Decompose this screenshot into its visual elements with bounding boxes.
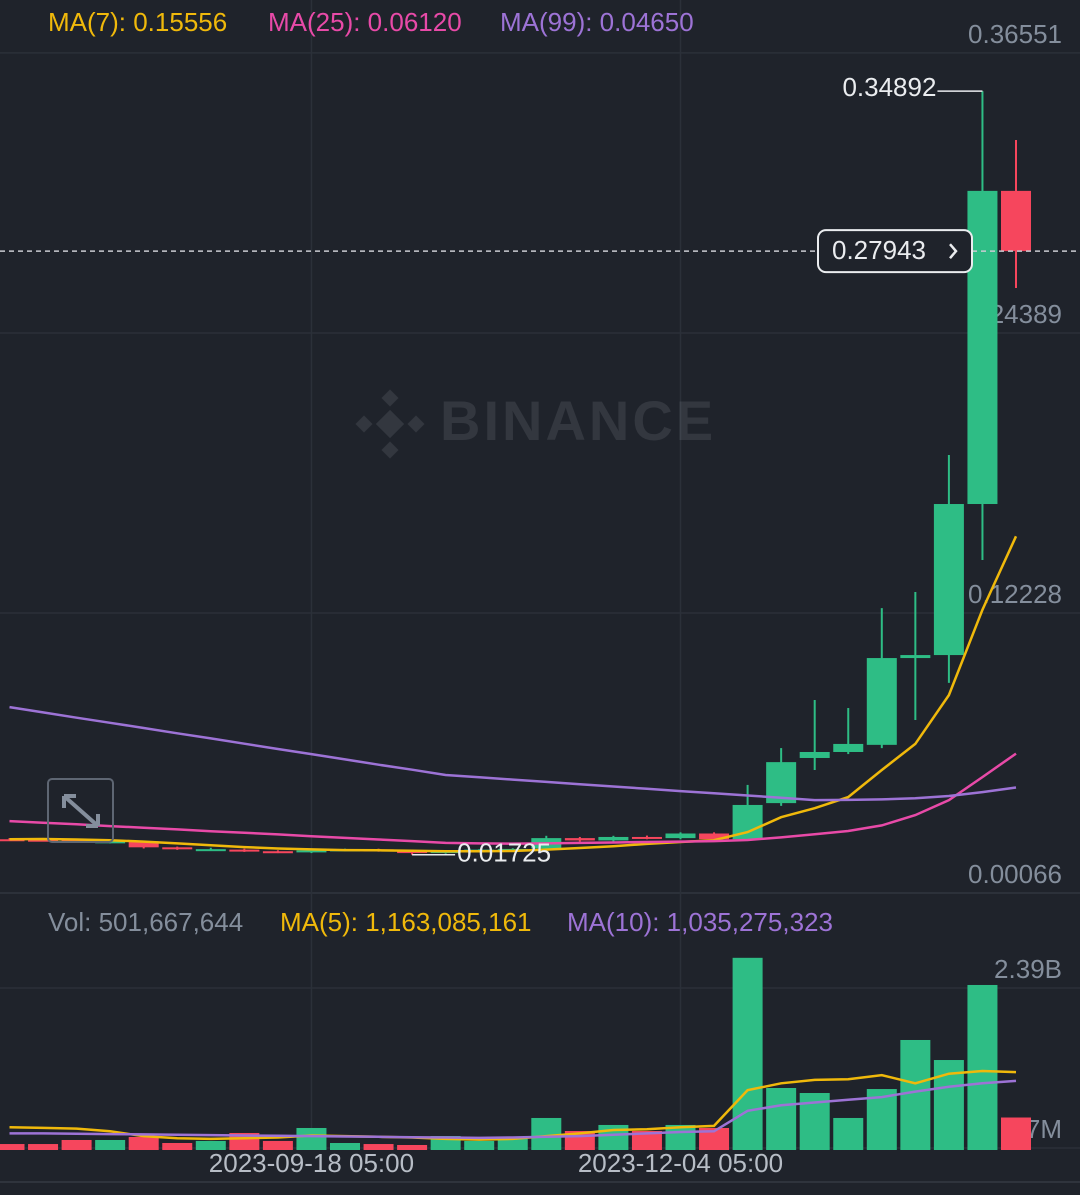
ma-line (9, 752, 1017, 845)
volume-bar (464, 1140, 495, 1150)
ma-legend: MA(25): 0.06120 (268, 7, 462, 37)
volume-bar (732, 957, 763, 1150)
volume-bar (397, 1144, 428, 1150)
ma-line (9, 1079, 1017, 1140)
volume-bar (900, 1039, 931, 1150)
ma-line (9, 535, 1018, 853)
volume-legend: MA(10): 1,035,275,323 (567, 907, 833, 937)
volume-bar (665, 1124, 696, 1150)
volume-bar (195, 1140, 226, 1150)
candle-body (665, 833, 696, 839)
candle-body (564, 838, 595, 841)
candle-body (900, 655, 931, 659)
volume-legend: MA(5): 1,163,085,161 (280, 907, 532, 937)
expand-icon[interactable] (62, 794, 100, 828)
last-price-badge[interactable]: 0.27943 (817, 229, 973, 274)
watermark-text: BINANCE (440, 389, 716, 452)
volume-bar (766, 1087, 797, 1150)
candle-body (1001, 190, 1031, 252)
volume-bar (262, 1140, 293, 1150)
volume-bar (296, 1127, 327, 1150)
volume-bar (330, 1143, 360, 1150)
volume-bar (933, 1060, 964, 1150)
candle-body (833, 743, 864, 752)
candle-body (866, 658, 897, 745)
candle-body (262, 851, 293, 854)
volume-bar (0, 1144, 25, 1150)
candle-body (28, 839, 59, 842)
ma-line (9, 705, 1017, 802)
volume-bar (95, 1139, 126, 1150)
volume-bar (61, 1139, 92, 1150)
last-price-label: 0.27943 (832, 235, 926, 265)
volume-bar (28, 1144, 59, 1150)
volume-bar (497, 1138, 528, 1150)
volume-bar (128, 1136, 159, 1150)
candle-body (296, 850, 327, 853)
x-tick-label: 2023-09-18 05:00 (209, 1148, 414, 1178)
volume-bar (531, 1117, 562, 1150)
candle-body (195, 849, 226, 852)
candle-body (162, 847, 193, 850)
low-label: 0.01725 (457, 838, 551, 868)
candle-body (699, 833, 730, 840)
candle-body (631, 836, 662, 839)
candle-body (229, 849, 260, 852)
y-tick-label: 0.12228 (968, 579, 1062, 609)
volume-bar (699, 1127, 730, 1150)
candle-body (933, 504, 964, 656)
volume-bar (833, 1117, 864, 1150)
candle-body (799, 751, 830, 758)
volume-bar (866, 1089, 897, 1150)
expand-frame[interactable] (47, 778, 114, 843)
high-label: 0.34892 (842, 72, 936, 102)
last-price-arrow (949, 243, 958, 259)
x-tick-label: 2023-12-04 05:00 (578, 1148, 783, 1178)
ma-legend: MA(99): 0.04650 (500, 7, 694, 37)
y-tick-label: 0.00066 (968, 859, 1062, 889)
volume-legend: Vol: 501,667,644 (48, 907, 243, 937)
y-tick-label: 2.39B (994, 954, 1062, 984)
volume-bar (1001, 1117, 1031, 1150)
ma-legend: MA(7): 0.15556 (48, 7, 227, 37)
candle-body (128, 841, 159, 848)
last-price-box (817, 229, 973, 274)
volume-bar (967, 984, 998, 1150)
expand-button[interactable] (47, 778, 114, 843)
volume-bar (363, 1144, 394, 1150)
candle-body (598, 836, 629, 841)
y-tick-label: 0.36551 (968, 19, 1062, 49)
volume-bar (631, 1131, 662, 1150)
ma-line (9, 1069, 1017, 1141)
volume-bar (162, 1143, 193, 1150)
